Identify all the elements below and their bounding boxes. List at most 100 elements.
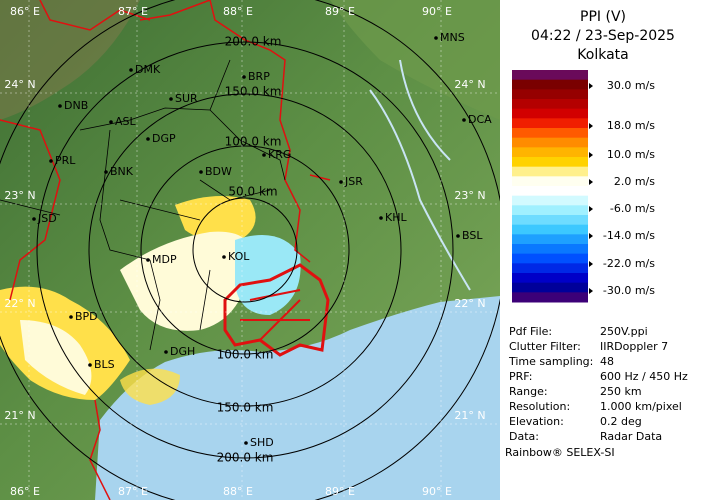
- range-label: 200.0 km: [225, 35, 282, 49]
- colorbar-swatch: [512, 292, 588, 303]
- info-label: Time sampling:: [508, 355, 593, 368]
- city-label: JSR: [344, 175, 363, 188]
- colorbar-swatch: [512, 273, 588, 284]
- colorbar-swatch: [512, 128, 588, 139]
- colorbar-label: -22.0 m/s: [603, 257, 655, 270]
- latitude-label: 23° N: [4, 189, 35, 202]
- city-dot: [379, 216, 383, 220]
- colorbar-swatch: [512, 263, 588, 274]
- city-dot: [244, 441, 248, 445]
- colorbar-swatch: [512, 79, 588, 90]
- colorbar-swatch: [512, 176, 588, 187]
- info-value: 48: [600, 355, 614, 368]
- colorbar-label: 18.0 m/s: [607, 119, 655, 132]
- longitude-label: 90° E: [422, 5, 452, 18]
- city-label: BDW: [205, 165, 232, 178]
- colorbar-arrow: [589, 233, 593, 239]
- colorbar-label: 30.0 m/s: [607, 79, 655, 92]
- city-dot: [242, 75, 246, 79]
- city-dot: [109, 120, 113, 124]
- city-dot: [58, 104, 62, 108]
- city-dot: [456, 234, 460, 238]
- info-label: Pdf File:: [509, 325, 552, 338]
- range-label: 100.0 km: [217, 348, 274, 362]
- city-dot: [262, 153, 266, 157]
- colorbar-swatch: [512, 234, 588, 245]
- colorbar-label: -30.0 m/s: [603, 284, 655, 297]
- radar-map: 86° E 86° E 87° E 87° E 88° E 88° E 89° E 89° E…: [0, 0, 500, 500]
- city-dot: [339, 180, 343, 184]
- colorbar-swatch: [512, 244, 588, 255]
- range-ring: [36, 41, 454, 459]
- echo-contour: [223, 263, 330, 357]
- colorbar-label: -14.0 m/s: [603, 229, 655, 242]
- city-dot: [199, 170, 203, 174]
- info-value: 250V.ppi: [600, 325, 648, 338]
- range-ring: [88, 93, 402, 407]
- city-label: SHD: [250, 436, 274, 449]
- info-label: Elevation:: [509, 415, 564, 428]
- colorbar-swatch: [512, 108, 588, 119]
- city-dot: [69, 315, 73, 319]
- range-label: 100.0 km: [225, 135, 282, 149]
- river: [369, 59, 471, 291]
- city-label: DGP: [152, 132, 176, 145]
- colorbar-arrow: [589, 152, 593, 158]
- colorbar-swatch: [512, 195, 588, 206]
- city-label: BNK: [110, 165, 134, 178]
- city-label: DGH: [170, 345, 195, 358]
- info-label: Clutter Filter:: [509, 340, 581, 353]
- city-label: BSL: [462, 229, 483, 242]
- echo: [120, 231, 252, 331]
- colorbar-arrow: [589, 179, 593, 185]
- longitude-label: 87° E: [118, 485, 148, 498]
- latitude-label: 24° N: [454, 78, 485, 91]
- colorbar-swatch: [512, 99, 588, 110]
- city-label: BPD: [75, 310, 98, 323]
- city-label: MNS: [440, 31, 465, 44]
- hills: [0, 0, 140, 120]
- range-ring: [192, 197, 298, 303]
- info-value: 250 km: [600, 385, 642, 398]
- echo-contour: [240, 289, 310, 341]
- longitude-label: 90° E: [422, 485, 452, 498]
- city-label: DMK: [135, 63, 161, 76]
- longitude-label: 86° E: [10, 485, 40, 498]
- city-dot: [146, 258, 150, 262]
- city-dot: [146, 137, 150, 141]
- city-label: SUR: [175, 92, 198, 105]
- panel-station: Kolkata: [577, 47, 628, 63]
- colorbar-swatch: [512, 224, 588, 235]
- range-label: 200.0 km: [217, 451, 274, 465]
- info-label: Resolution:: [509, 400, 570, 413]
- info-label: Range:: [509, 385, 548, 398]
- panel-title: PPI (V): [580, 9, 626, 25]
- colorbar-arrow: [589, 83, 593, 89]
- city-label: JSD: [37, 212, 57, 225]
- city-label: BRP: [248, 70, 270, 83]
- info-panel: PPI (V) 04:22 / 23-Sep-2025 Kolkata Rain…: [500, 0, 706, 500]
- city-dot: [49, 159, 53, 163]
- city-dot: [434, 36, 438, 40]
- colorbar-swatch: [512, 166, 588, 177]
- latitude-label: 23° N: [454, 189, 485, 202]
- info-value: IIRDoppler 7: [600, 340, 668, 353]
- latitude-label: 21° N: [454, 409, 485, 422]
- city-dot: [104, 170, 108, 174]
- city-label: KRG: [268, 148, 291, 161]
- info-value: 0.2 deg: [600, 415, 642, 428]
- colorbar-swatch: [512, 282, 588, 293]
- range-label: 150.0 km: [225, 85, 282, 99]
- colorbar-swatch: [512, 89, 588, 100]
- echo: [235, 235, 301, 315]
- longitude-label: 88° E: [223, 5, 253, 18]
- range-label: 150.0 km: [217, 401, 274, 415]
- city-dot: [222, 255, 226, 259]
- colorbar-swatch: [512, 118, 588, 129]
- city-label: DNB: [64, 99, 88, 112]
- colorbar-swatch: [512, 137, 588, 148]
- city-label: ASL: [115, 115, 137, 128]
- plains: [330, 0, 500, 120]
- info-label: Data:: [509, 430, 539, 443]
